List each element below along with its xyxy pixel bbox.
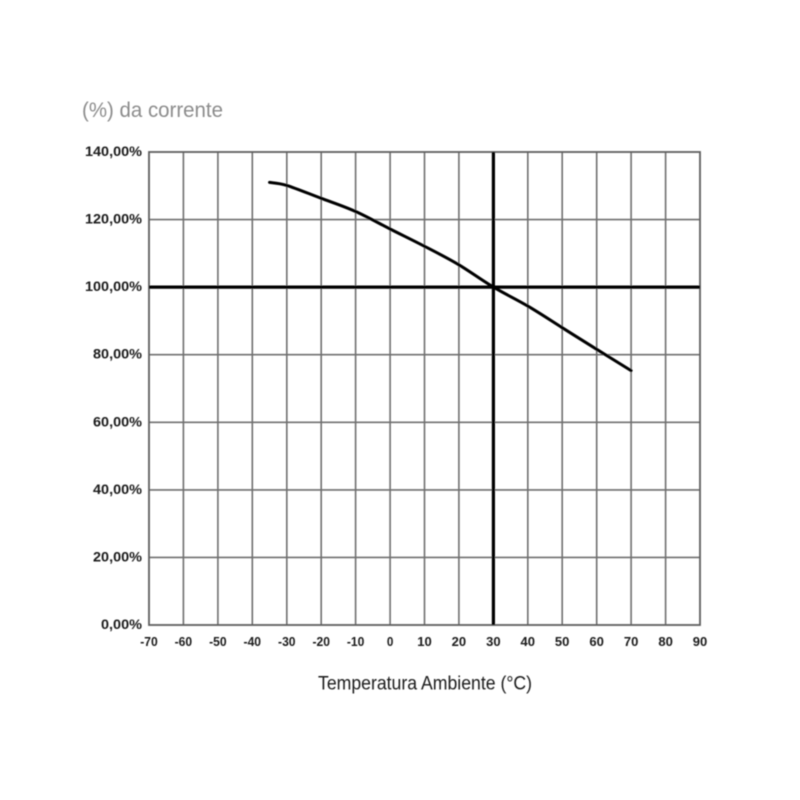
- svg-text:10: 10: [417, 634, 432, 649]
- svg-text:40,00%: 40,00%: [93, 481, 143, 497]
- svg-text:140,00%: 140,00%: [85, 143, 143, 159]
- svg-text:60: 60: [589, 634, 604, 649]
- svg-text:Temperatura Ambiente (°C): Temperatura Ambiente (°C): [318, 674, 532, 695]
- svg-text:-60: -60: [175, 634, 193, 649]
- svg-text:-20: -20: [312, 634, 330, 649]
- svg-text:50: 50: [555, 634, 570, 649]
- svg-text:-50: -50: [209, 634, 227, 649]
- svg-text:-30: -30: [278, 634, 296, 649]
- svg-text:(%) da corrente: (%) da corrente: [82, 99, 223, 122]
- svg-text:20: 20: [452, 634, 467, 649]
- svg-text:70: 70: [624, 634, 639, 649]
- svg-text:80: 80: [658, 634, 673, 649]
- svg-text:60,00%: 60,00%: [93, 413, 143, 429]
- svg-text:-10: -10: [347, 634, 365, 649]
- svg-text:80,00%: 80,00%: [93, 346, 143, 362]
- svg-text:90: 90: [693, 634, 708, 649]
- svg-text:120,00%: 120,00%: [85, 211, 143, 227]
- svg-text:0,00%: 0,00%: [101, 616, 143, 632]
- svg-text:20,00%: 20,00%: [93, 548, 143, 564]
- svg-text:100,00%: 100,00%: [85, 278, 143, 294]
- svg-text:30: 30: [486, 634, 501, 649]
- svg-text:-70: -70: [140, 634, 158, 649]
- svg-text:0: 0: [387, 634, 394, 649]
- svg-text:-40: -40: [244, 634, 262, 649]
- svg-text:40: 40: [521, 634, 536, 649]
